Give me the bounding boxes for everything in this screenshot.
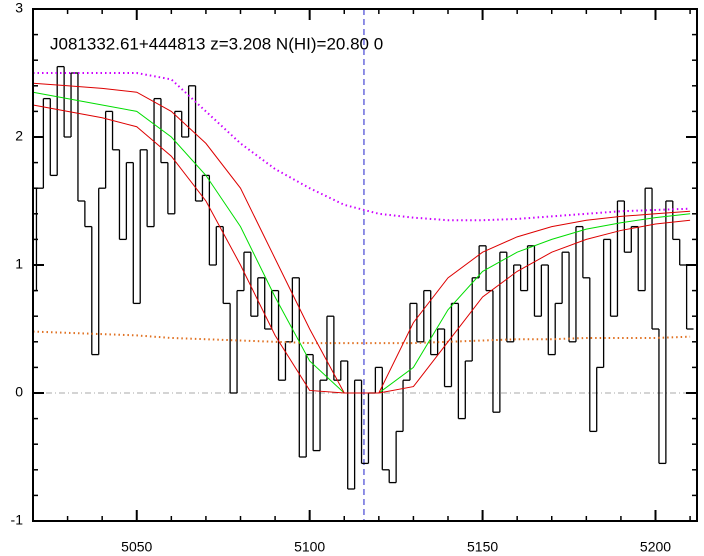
model-line (32, 330, 691, 345)
y-tick-label: 3 (15, 0, 23, 16)
x-tick-label: 5150 (467, 539, 498, 555)
y-tick-label: 2 (15, 128, 23, 144)
x-tick-label: 5200 (640, 539, 671, 555)
chart-title: J081332.61+444813 z=3.208 N(HI)=20.80 0 (50, 34, 383, 53)
y-tick-label: -1 (11, 512, 24, 528)
y-tick-label: 1 (15, 256, 23, 272)
y-tick-label: 0 (15, 384, 23, 400)
x-tick-label: 5050 (121, 539, 152, 555)
model-line (32, 104, 691, 394)
x-tick-label: 5100 (294, 539, 325, 555)
